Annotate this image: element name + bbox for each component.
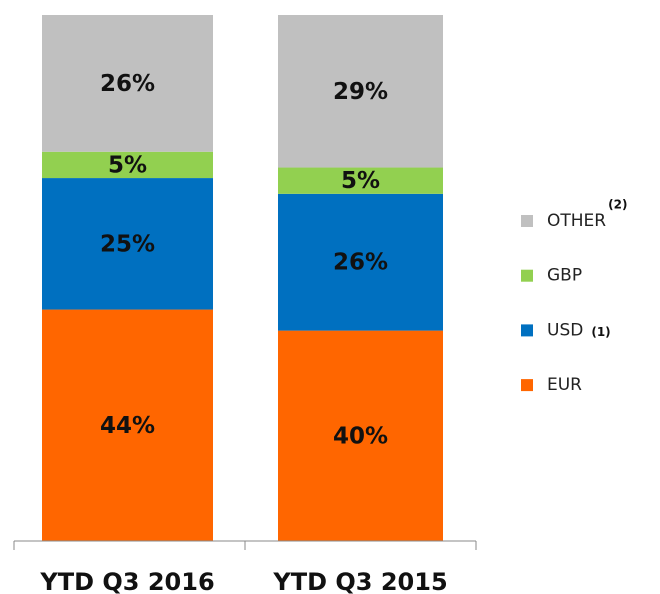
bar-segment xyxy=(278,167,443,194)
legend-swatch xyxy=(521,215,533,227)
value-label: 29% xyxy=(333,79,388,105)
value-label: 5% xyxy=(341,168,380,194)
value-label: 5% xyxy=(108,152,147,178)
bar-segment xyxy=(42,309,213,541)
legend-swatch xyxy=(521,379,533,392)
legend-swatch xyxy=(521,324,533,337)
x-tick-label: YTD Q3 2016 xyxy=(39,568,214,594)
value-label: 25% xyxy=(100,231,155,257)
value-label: 26% xyxy=(100,71,155,97)
x-tick-label: YTD Q3 2015 xyxy=(272,568,447,594)
bar-segment xyxy=(42,151,213,179)
value-label: 40% xyxy=(333,423,388,449)
legend-note: (1) xyxy=(591,325,610,339)
legend-note: (2) xyxy=(608,198,627,212)
legend-label: OTHER xyxy=(547,211,606,231)
legend-label: EUR xyxy=(547,375,582,395)
legend-label: USD xyxy=(547,320,583,340)
bar-segment xyxy=(42,178,213,310)
bar-segment xyxy=(278,193,443,331)
legend-label: GBP xyxy=(547,266,582,286)
bar-segment xyxy=(42,15,213,152)
value-label: 44% xyxy=(100,413,155,439)
bar-segment xyxy=(278,15,443,168)
bar-segment xyxy=(278,330,443,541)
value-label: 26% xyxy=(333,250,388,276)
legend-swatch xyxy=(521,269,533,282)
